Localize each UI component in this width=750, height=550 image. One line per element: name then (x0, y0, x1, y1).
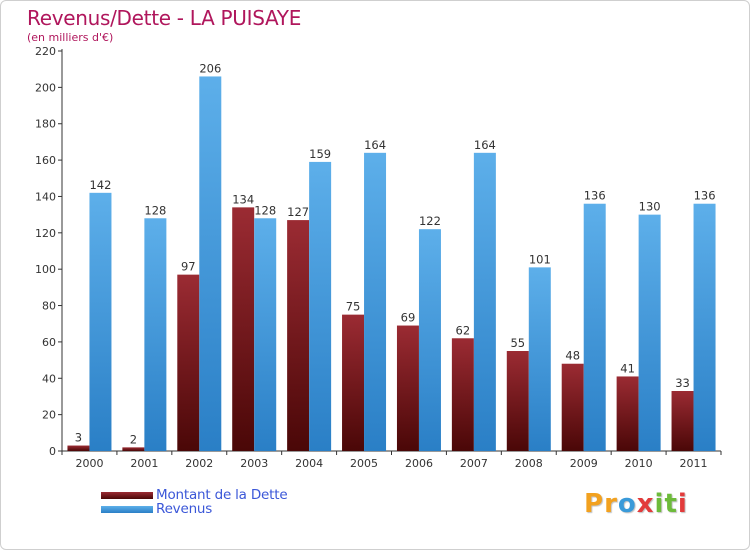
data-label-dette: 2 (130, 432, 137, 446)
bar-revenus (583, 203, 606, 451)
bar-dette (342, 314, 365, 451)
y-tick-label: 140 (35, 190, 56, 203)
legend-item-revenus: Revenus (101, 501, 212, 517)
bar-revenus (254, 218, 277, 451)
bar-revenus (144, 218, 167, 451)
y-tick-label: 40 (42, 372, 56, 385)
logo-letter: i (654, 489, 665, 519)
chart-title: Revenus/Dette - LA PUISAYE (27, 6, 302, 30)
bar-revenus (693, 203, 716, 451)
x-tick-label: 2002 (185, 457, 213, 470)
bar-revenus (638, 214, 661, 451)
y-tick-label: 200 (35, 81, 56, 94)
y-tick-label: 220 (35, 45, 56, 58)
bar-dette (177, 274, 200, 451)
data-label-dette: 41 (620, 361, 635, 375)
bar-revenus (364, 152, 387, 451)
data-label-revenus: 128 (254, 203, 276, 217)
data-label-revenus: 136 (584, 189, 606, 203)
data-label-revenus: 206 (199, 61, 221, 75)
legend-label-revenus: Revenus (156, 501, 213, 517)
data-label-revenus: 136 (694, 189, 716, 203)
x-tick-label: 2011 (680, 457, 708, 470)
logo-letter: o (617, 489, 637, 519)
y-tick-label: 180 (35, 118, 56, 131)
data-label-dette: 127 (287, 205, 309, 219)
data-label-dette: 75 (346, 300, 361, 314)
x-tick-label: 2006 (405, 457, 433, 470)
bar-revenus (309, 161, 332, 451)
data-label-revenus: 101 (529, 252, 551, 266)
bar-revenus (473, 152, 496, 451)
bar-dette (561, 363, 584, 451)
data-label-revenus: 159 (309, 147, 331, 161)
x-tick-label: 2007 (460, 457, 488, 470)
bar-dette (122, 447, 145, 451)
data-label-revenus: 164 (474, 138, 496, 152)
x-tick-label: 2000 (75, 457, 103, 470)
chart-subtitle: (en milliers d'€) (27, 31, 114, 44)
x-tick-label: 2010 (625, 457, 653, 470)
data-label-dette: 134 (232, 192, 254, 206)
data-label-revenus: 142 (89, 178, 111, 192)
legend-swatch-revenus (101, 505, 153, 513)
data-label-dette: 3 (75, 431, 82, 445)
legend-item-dette: Montant de la Dette (101, 487, 288, 503)
bar-dette (396, 325, 419, 451)
x-tick-label: 2008 (515, 457, 543, 470)
logo-letter: P (584, 489, 605, 519)
bar-dette (232, 207, 255, 451)
data-label-dette: 33 (675, 376, 690, 390)
data-label-revenus: 128 (144, 203, 166, 217)
y-tick-label: 120 (35, 227, 56, 240)
y-tick-label: 80 (42, 300, 56, 313)
legend-swatch-dette (101, 491, 153, 499)
bar-dette (671, 391, 694, 451)
x-tick-label: 2003 (240, 457, 268, 470)
y-tick-label: 100 (35, 263, 56, 276)
y-tick-label: 0 (49, 445, 56, 458)
bar-dette (616, 376, 639, 451)
bar-revenus (418, 229, 441, 451)
logo-letter: x (636, 489, 655, 519)
data-label-dette: 69 (401, 311, 416, 325)
data-label-dette: 62 (456, 323, 471, 337)
bar-revenus (199, 76, 222, 452)
logo-letter: t (664, 489, 678, 519)
bar-dette (506, 351, 529, 451)
logo-letter: r (604, 489, 618, 519)
data-label-dette: 48 (565, 349, 580, 363)
bar-revenus (89, 192, 112, 451)
x-tick-label: 2001 (130, 457, 158, 470)
bar-dette (451, 338, 474, 451)
x-tick-label: 2004 (295, 457, 323, 470)
y-tick-label: 20 (42, 409, 56, 422)
data-label-revenus: 130 (639, 200, 661, 214)
data-label-dette: 55 (510, 336, 525, 350)
legend-label-dette: Montant de la Dette (156, 487, 288, 503)
x-tick-label: 2009 (570, 457, 598, 470)
y-tick-label: 60 (42, 336, 56, 349)
data-label-dette: 97 (181, 260, 196, 274)
bar-dette (287, 220, 310, 451)
proxiti-logo: Proxiti (584, 489, 688, 519)
data-label-revenus: 122 (419, 214, 441, 228)
data-label-revenus: 164 (364, 138, 386, 152)
x-tick-label: 2005 (350, 457, 378, 470)
bar-revenus (528, 267, 551, 451)
logo-letter: i (677, 489, 688, 519)
bar-dette (67, 445, 90, 451)
y-tick-label: 160 (35, 154, 56, 167)
